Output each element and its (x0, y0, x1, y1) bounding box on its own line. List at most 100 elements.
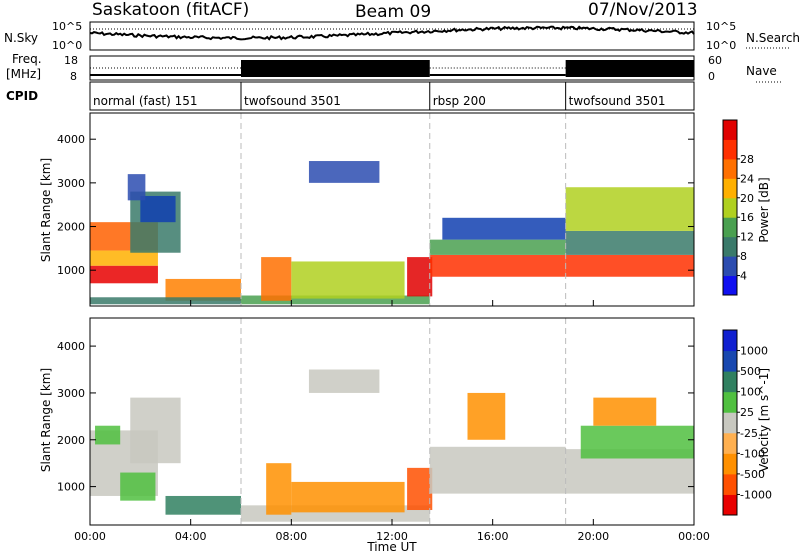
colorbar-cell-6 (723, 158, 737, 179)
colorbar-tick-label-3: -25 (740, 427, 758, 440)
freq-right-tick-top: 60 (708, 54, 722, 67)
region-1-6 (266, 463, 292, 515)
colorbar-tick-label-6: 500 (740, 365, 761, 378)
region-1-4 (165, 495, 241, 515)
x-tick-label-4: 16:00 (477, 530, 509, 543)
freq-blocks (90, 60, 694, 77)
colorbar-tick-label-4: 25 (740, 406, 754, 419)
y-tick-label-1: 2000 (57, 221, 85, 234)
region-1-14 (593, 397, 657, 426)
colorbar-cell-3 (723, 217, 737, 238)
colorbar-cell-4 (723, 197, 737, 218)
region-1-8 (308, 369, 380, 393)
region-1-11 (467, 392, 506, 440)
x-tick-label-0: 00:00 (74, 530, 106, 543)
station-title: Saskatoon (fitACF) (92, 0, 249, 20)
colorbar-cell-8 (723, 120, 737, 140)
power-colorbar-label: Power [dB] (757, 177, 771, 242)
region-0-9 (261, 257, 292, 301)
freq-right-tick-bottom: 0 (708, 70, 715, 83)
cpid-segment-label-1: twofsound 3501 (244, 94, 341, 108)
sky-left-tick-top: 10^5 (52, 20, 82, 33)
colorbar-frame (722, 329, 738, 516)
colorbar-tick-label-3: 16 (740, 211, 754, 224)
colorbar-tick-label-2: -100 (740, 447, 765, 460)
region-0-11 (308, 161, 380, 183)
region-0-10 (291, 261, 405, 299)
x-tick-label-6: 00:00 (678, 530, 710, 543)
region-1-13 (580, 425, 694, 459)
y-tick-label-0: 1000 (57, 481, 85, 494)
colorbar-cell-2 (723, 453, 737, 475)
freq-left-tick-bottom: 8 (70, 70, 77, 83)
cpid-segment-label-3: twofsound 3501 (569, 94, 666, 108)
region-0-6 (165, 278, 241, 301)
sky-left-label: N.Sky (4, 31, 38, 45)
colorbar-tick-label-0: 4 (740, 270, 747, 283)
colorbar-cell-3 (723, 432, 737, 454)
x-tick-label-1: 04:00 (175, 530, 207, 543)
region-0-8 (241, 295, 430, 305)
colorbar-frame (722, 119, 738, 296)
colorbar-cell-5 (723, 178, 737, 199)
y-tick-label-1: 2000 (57, 434, 85, 447)
colorbar-tick-label-1: -500 (740, 468, 765, 481)
region-0-16 (565, 254, 694, 277)
date-title: 07/Nov/2013 (588, 0, 698, 20)
velocity-colorbar-label: Velocity [m s^-1] (757, 368, 771, 472)
velocity-y-ticks: 1000 2000 3000 4000 (57, 340, 694, 494)
power-regions (90, 161, 694, 305)
freq-left-label-2: [MHz] (6, 67, 41, 81)
colorbar-cell-4 (723, 412, 737, 434)
colorbar-tick-label-4: 20 (740, 192, 754, 205)
region-1-3 (95, 425, 121, 445)
power-colorbar: 4 8 12 16 20 24 28 (722, 119, 754, 296)
region-0-15 (442, 217, 566, 240)
region-0-18 (565, 187, 694, 231)
sky-left-tick-bottom: 10^0 (52, 39, 82, 52)
y-tick-label-3: 4000 (57, 340, 85, 353)
freq-block-3 (565, 60, 694, 77)
region-1-9 (407, 467, 433, 511)
region-1-7 (291, 481, 405, 513)
x-tick-label-5: 20:00 (577, 530, 609, 543)
region-0-7 (90, 297, 241, 305)
region-1-10 (429, 446, 566, 494)
colorbar-tick-label-7: 1000 (740, 345, 768, 358)
region-0-12 (407, 257, 433, 297)
sky-right-label: N.Search (746, 31, 800, 45)
freq-left-label-1: Freq. (12, 52, 42, 66)
colorbar-cell-0 (723, 275, 737, 296)
freq-right-label: Nave (746, 64, 777, 78)
cpid-segment-label-2: rbsp 200 (433, 94, 486, 108)
cpid-segment-label-0: normal (fast) 151 (93, 94, 197, 108)
region-0-2 (90, 265, 158, 284)
beam-title: Beam 09 (355, 2, 431, 22)
x-tick-label-3: 12:00 (376, 530, 408, 543)
colorbar-tick-label-0: -1000 (740, 488, 772, 501)
velocity-mode-boundaries (240, 318, 567, 525)
region-0-14 (429, 239, 566, 255)
colorbar-cell-8 (723, 330, 737, 352)
region-1-2 (120, 472, 156, 501)
colorbar-cell-6 (723, 371, 737, 393)
cpid-label: CPID (6, 89, 38, 103)
sky-right-tick-top: 10^5 (706, 20, 736, 33)
freq-block-1 (241, 60, 430, 77)
region-0-4 (140, 195, 176, 223)
velocity-colorbar: -1000 -500 -100 -25 25 100 500 1000 (722, 329, 772, 516)
velocity-regions (90, 369, 694, 522)
region-0-1 (90, 250, 158, 266)
y-tick-label-3: 4000 (57, 133, 85, 146)
colorbar-tick-label-5: 100 (740, 386, 761, 399)
colorbar-cell-0 (723, 494, 737, 516)
colorbar-tick-label-6: 28 (740, 153, 754, 166)
power-mode-boundaries (240, 113, 567, 306)
power-y-ticks: 1000 2000 3000 4000 (57, 133, 694, 277)
colorbar-cell-1 (723, 473, 737, 495)
y-tick-label-2: 3000 (57, 387, 85, 400)
sky-strip-frame (89, 21, 695, 51)
colorbar-cell-1 (723, 256, 737, 277)
